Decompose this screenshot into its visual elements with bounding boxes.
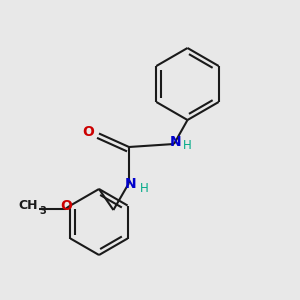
Text: CH: CH	[18, 199, 38, 212]
Text: O: O	[60, 199, 72, 212]
Text: O: O	[82, 125, 94, 139]
Text: H: H	[183, 139, 192, 152]
Text: N: N	[125, 178, 136, 191]
Text: H: H	[140, 182, 148, 195]
Text: N: N	[170, 136, 181, 149]
Text: 3: 3	[39, 206, 46, 217]
